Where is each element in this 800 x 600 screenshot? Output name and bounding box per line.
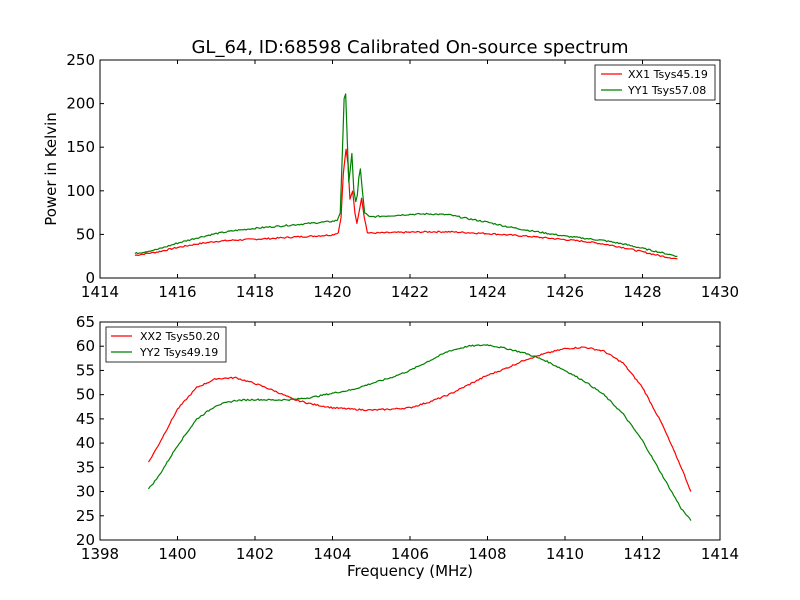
bottom-y-tick-label: 35 <box>76 458 95 476</box>
top-y-tick-label: 150 <box>66 138 95 156</box>
bottom-series <box>147 344 692 521</box>
bottom-x-tick-label: 1414 <box>701 545 739 563</box>
top-y-tick-label: 100 <box>66 182 95 200</box>
x-axis-label: Frequency (MHz) <box>347 562 473 580</box>
bottom-x-tick-label: 1412 <box>623 545 661 563</box>
bottom-x-tick-label: 1408 <box>468 545 506 563</box>
bottom-x-tick-label: 1406 <box>391 545 429 563</box>
top-panel: 1414 1416 1418 1420 1422 1424 1426 1428 1430 0 50 1… <box>42 51 739 301</box>
bottom-x-tick-label: 1404 <box>313 545 351 563</box>
top-x-tick-label: 1426 <box>546 283 584 301</box>
top-x-tick-label: 1428 <box>623 283 661 301</box>
top-ticks: 1414 1416 1418 1420 1422 1424 1426 1428 1430 0 50 1… <box>66 51 739 301</box>
top-x-tick-label: 1414 <box>81 283 119 301</box>
bottom-y-tick-label: 20 <box>76 531 95 549</box>
bottom-y-tick-label: 30 <box>76 483 95 501</box>
bottom-legend-label-yy2: YY2 Tsys49.19 <box>139 346 218 359</box>
bottom-x-tick-label: 1410 <box>546 545 584 563</box>
bottom-x-tick-label: 1402 <box>236 545 274 563</box>
top-x-tick-label: 1430 <box>701 283 739 301</box>
bottom-x-tick-label: 1400 <box>158 545 196 563</box>
bottom-y-tick-label: 45 <box>76 410 95 428</box>
top-legend-label-yy1: YY1 Tsys57.08 <box>627 84 706 97</box>
bottom-ticks: 1398 1400 1402 1404 1406 1408 1410 1412 1414 20 25… <box>76 313 739 563</box>
bottom-y-tick-label: 60 <box>76 337 95 355</box>
bottom-x-tick-label: 1398 <box>81 545 119 563</box>
top-x-tick-label: 1424 <box>468 283 506 301</box>
top-y-tick-label: 0 <box>85 269 95 287</box>
top-y-tick-label: 200 <box>66 95 95 113</box>
bottom-legend: XX2 Tsys50.20 YY2 Tsys49.19 <box>105 326 227 363</box>
bottom-legend-label-xx2: XX2 Tsys50.20 <box>140 330 220 343</box>
bottom-series-line-2 <box>147 344 692 521</box>
chart-title: GL_64, ID:68598 Calibrated On-source spe… <box>191 37 628 58</box>
bottom-y-tick-label: 65 <box>76 313 95 331</box>
top-series <box>134 93 678 260</box>
top-x-tick-label: 1418 <box>236 283 274 301</box>
top-y-tick-label: 250 <box>66 51 95 69</box>
bottom-y-tick-label: 55 <box>76 361 95 379</box>
bottom-y-tick-label: 40 <box>76 434 95 452</box>
top-legend: XX1 Tsys45.19 YY1 Tsys57.08 <box>594 64 716 101</box>
top-series-line-2 <box>134 93 678 258</box>
top-legend-box <box>594 64 716 101</box>
top-y-tick-label: 50 <box>76 225 95 243</box>
top-legend-label-xx1: XX1 Tsys45.19 <box>628 68 708 81</box>
bottom-panel: 1398 1400 1402 1404 1406 1408 1410 1412 1414 20 25… <box>76 313 739 580</box>
top-series-line-1 <box>134 148 678 260</box>
top-x-tick-label: 1420 <box>313 283 351 301</box>
top-y-axis-label: Power in Kelvin <box>42 112 60 226</box>
bottom-y-tick-label: 50 <box>76 386 95 404</box>
bottom-series-line-1 <box>147 346 692 492</box>
bottom-legend-box <box>105 326 227 363</box>
top-x-tick-label: 1416 <box>158 283 196 301</box>
bottom-y-tick-label: 25 <box>76 507 95 525</box>
top-x-tick-label: 1422 <box>391 283 429 301</box>
